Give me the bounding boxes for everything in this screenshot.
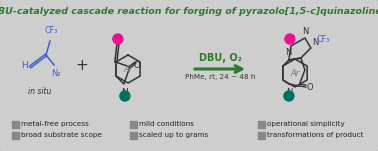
Text: metal-free process: metal-free process	[21, 121, 89, 127]
Text: DBU, O₂: DBU, O₂	[198, 53, 242, 63]
Bar	[130, 132, 137, 139]
Circle shape	[285, 34, 295, 44]
Text: O: O	[134, 61, 141, 69]
Text: CF₃: CF₃	[317, 35, 330, 45]
Bar	[130, 121, 137, 128]
Text: N: N	[286, 88, 292, 97]
Text: Ar: Ar	[290, 69, 300, 77]
Circle shape	[120, 91, 130, 101]
Text: +: +	[76, 58, 88, 74]
Bar	[12, 132, 19, 139]
Text: N: N	[121, 88, 128, 97]
Circle shape	[284, 91, 294, 101]
Text: N: N	[285, 48, 291, 57]
Text: Ar: Ar	[123, 64, 133, 74]
Bar	[258, 121, 265, 128]
Text: operational simplicity: operational simplicity	[267, 121, 345, 127]
Text: scaled up to grams: scaled up to grams	[139, 132, 208, 138]
Text: DBU-catalyzed cascade reaction for forging of pyrazolo[1,5-c]quinazolines: DBU-catalyzed cascade reaction for forgi…	[0, 6, 378, 16]
Bar	[12, 121, 19, 128]
Circle shape	[113, 34, 123, 44]
Text: broad substrate scope: broad substrate scope	[21, 132, 102, 138]
Text: N: N	[312, 38, 318, 47]
Text: CF₃: CF₃	[44, 26, 58, 35]
Text: PhMe, rt, 24 ~ 48 h: PhMe, rt, 24 ~ 48 h	[185, 74, 255, 80]
Text: transformations of product: transformations of product	[267, 132, 364, 138]
Text: H: H	[21, 61, 27, 71]
Text: O: O	[307, 84, 313, 93]
Text: mild conditions: mild conditions	[139, 121, 194, 127]
Bar	[258, 132, 265, 139]
Text: in situ: in situ	[28, 87, 52, 95]
Text: N: N	[302, 27, 308, 36]
Text: N₂: N₂	[51, 69, 61, 78]
